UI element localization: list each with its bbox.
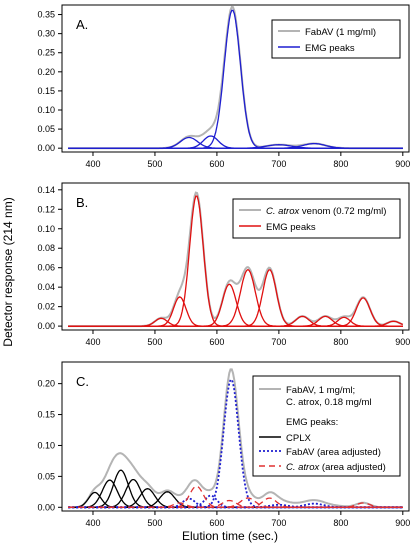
x-tick-label: 700 <box>271 337 286 347</box>
x-tick-label: 700 <box>271 159 286 169</box>
legend-c: FabAV, 1 mg/ml;C. atrox, 0.18 mg/ml EMG p… <box>252 375 401 477</box>
x-tick-label: 400 <box>85 518 100 528</box>
x-tick-label: 500 <box>147 337 162 347</box>
panel-label: C. <box>76 374 89 389</box>
emg-peak-5 <box>68 142 403 149</box>
legend-box <box>232 198 401 239</box>
legend-entry: C. atrox, 0.18 mg/ml <box>286 397 372 408</box>
emg-peak-4 <box>68 283 403 327</box>
x-tick-label: 400 <box>85 159 100 169</box>
y-tick-label: 0.35 <box>37 10 55 20</box>
panel-3: 400 500 600 700 800 900 0.00 0.05 0.10 0.15 0.20 C. <box>37 361 410 528</box>
emg-peak-7 <box>68 497 403 509</box>
x-tick-label: 600 <box>209 337 224 347</box>
y-tick-label: 0.10 <box>37 105 55 115</box>
panel-2: 400 500 600 700 800 900 0.00 0.02 0.04 0.06 0.08 0.… <box>37 182 410 347</box>
y-tick-label: 0.20 <box>37 379 55 389</box>
x-tick-label: 800 <box>333 159 348 169</box>
y-tick-label: 0.04 <box>37 282 55 292</box>
legend-entry: FabAV (1 mg/ml) <box>305 27 376 38</box>
x-axis-label: Elution time (sec.) <box>182 529 278 543</box>
y-tick-label: 0.05 <box>37 471 55 481</box>
panel-label: B. <box>76 195 88 210</box>
legend-entry: EMG peaks <box>305 43 355 54</box>
panel-1: 400 500 600 700 800 900 0.00 0.05 0.10 0.15 0.20 0.… <box>37 4 410 169</box>
legend-entry: EMG peaks <box>266 222 316 233</box>
legend-box <box>271 19 401 59</box>
y-tick-label: 0.15 <box>37 410 55 420</box>
x-tick-label: 500 <box>147 518 162 528</box>
y-tick-label: 0.06 <box>37 263 55 273</box>
x-tick-label: 600 <box>209 518 224 528</box>
x-tick-label: 900 <box>395 518 410 528</box>
emg-peak-3 <box>68 135 403 149</box>
legend-b: C. atrox venom (0.72 mg/ml) EMG peaks <box>232 198 401 239</box>
x-tick-label: 800 <box>333 518 348 528</box>
legend-entry: FabAV (area adjusted) <box>286 447 381 458</box>
x-tick-label: 400 <box>85 337 100 347</box>
y-tick-label: 0.15 <box>37 86 55 96</box>
x-tick-label: 900 <box>395 159 410 169</box>
x-tick-label: 600 <box>209 159 224 169</box>
y-tick-label: 0.05 <box>37 124 55 134</box>
legend-entry: FabAV, 1 mg/ml; <box>286 385 355 396</box>
legend-entry: EMG peaks: <box>286 417 338 428</box>
plot-frame <box>61 4 410 153</box>
legend-entry: C. atrox venom (0.72 mg/ml) <box>266 206 386 217</box>
x-tick-label: 800 <box>333 337 348 347</box>
y-tick-label: 0.12 <box>37 204 55 214</box>
series-observed <box>68 368 403 509</box>
y-tick-label: 0.30 <box>37 29 55 39</box>
y-tick-label: 0.00 <box>37 502 55 512</box>
plot-frame <box>61 182 410 331</box>
y-tick-label: 0.25 <box>37 48 55 58</box>
x-tick-label: 900 <box>395 337 410 347</box>
emg-peak-11 <box>68 320 404 327</box>
emg-peak-2 <box>68 136 403 149</box>
x-tick-label: 700 <box>271 518 286 528</box>
legend-entry: CPLX <box>286 433 311 444</box>
y-tick-label: 0.10 <box>37 224 55 234</box>
y-tick-label: 0.10 <box>37 440 55 450</box>
legend-a: FabAV (1 mg/ml) EMG peaks <box>271 19 401 59</box>
legend-box <box>252 375 401 477</box>
legend-entry: C. atrox (area adjusted) <box>286 462 386 473</box>
y-tick-label: 0.00 <box>37 143 55 153</box>
panel-label: A. <box>76 17 88 32</box>
x-tick-label: 500 <box>147 159 162 169</box>
y-tick-label: 0.08 <box>37 243 55 253</box>
y-tick-label: 0.02 <box>37 302 55 312</box>
plot-frame <box>61 361 410 512</box>
y-tick-label: 0.00 <box>37 321 55 331</box>
y-tick-label: 0.14 <box>37 185 55 195</box>
emg-peak-17 <box>68 502 403 508</box>
y-axis-label: Detector response (214 nm) <box>1 197 15 346</box>
y-tick-label: 0.20 <box>37 67 55 77</box>
